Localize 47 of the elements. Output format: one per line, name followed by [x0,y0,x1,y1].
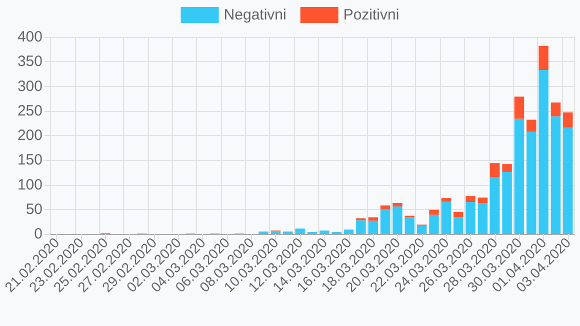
bar [538,46,548,70]
bar [380,205,390,210]
y-tick-label: 150 [17,152,42,169]
bar [526,120,536,132]
y-tick-label: 100 [17,176,42,194]
bar [429,210,439,215]
bar [502,172,512,234]
bar [466,202,476,234]
bar [514,118,524,234]
bar [563,128,573,234]
bar [550,116,561,234]
bar [538,70,548,234]
y-tick-label: 400 [17,28,42,46]
y-tick-label: 250 [17,102,42,120]
bar [344,230,354,234]
bar [563,112,573,128]
bar [441,198,452,202]
bar [320,230,330,234]
bar [416,226,427,234]
bar [270,231,281,234]
bar [368,220,378,234]
y-tick-label: 350 [17,53,42,70]
bar [441,201,452,234]
bar [392,202,402,206]
bar [478,202,488,234]
y-tick-label: 50 [26,200,42,218]
bar [490,163,500,178]
bar [429,214,439,234]
bar [380,209,390,234]
bar [453,217,464,234]
bar [466,196,476,202]
y-tick-label: 0 [34,226,42,242]
y-tick-label: 200 [17,127,42,144]
y-tick-label: 300 [17,78,42,95]
legend-label: Negativni [224,6,286,24]
bar [404,217,415,234]
bar [502,164,512,172]
bar [295,228,305,234]
bar [356,220,366,234]
bar [550,102,561,116]
bar [453,212,464,218]
bar [392,206,402,234]
bar [478,198,488,203]
legend-label: Pozitivni [343,6,400,24]
bar [514,96,524,119]
bar [490,177,500,234]
bar [526,132,536,234]
